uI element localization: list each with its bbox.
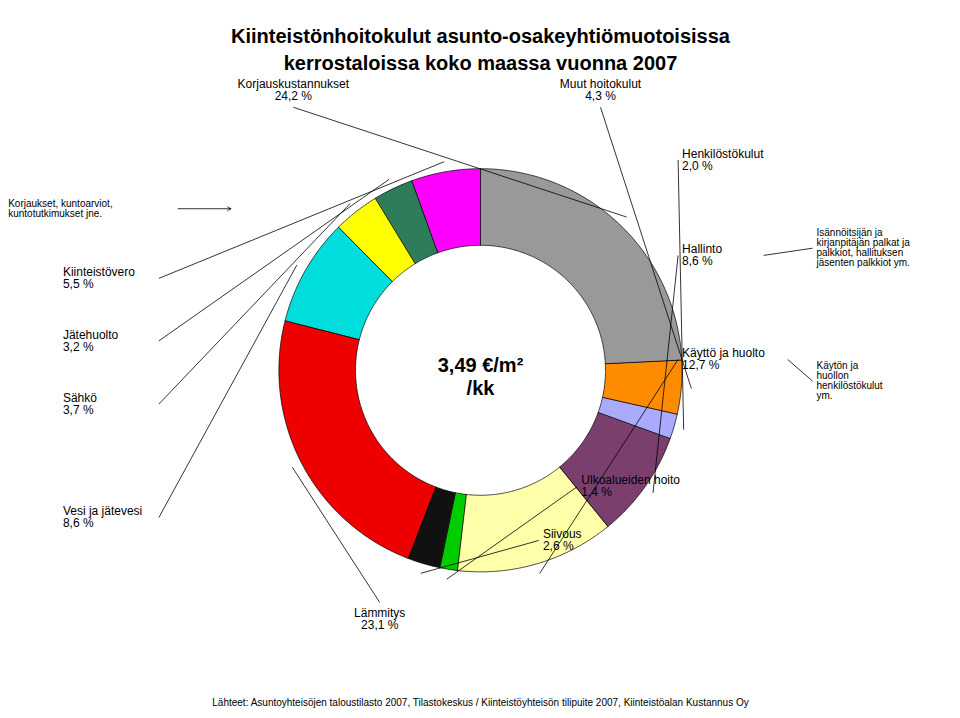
svg-text:Hallinto8,6 %: Hallinto8,6 % xyxy=(682,242,722,268)
svg-text:Sähkö3,7 %: Sähkö3,7 % xyxy=(63,391,97,417)
svg-text:Kiinteistönhoitokulut asunto-o: Kiinteistönhoitokulut asunto-osakeyhtiöm… xyxy=(231,25,731,74)
svg-text:Muut hoitokulut4,3 %: Muut hoitokulut4,3 % xyxy=(560,77,642,103)
svg-text:Käyttö ja huolto12,7 %: Käyttö ja huolto12,7 % xyxy=(682,346,765,372)
svg-text:Jätehuolto3,2 %: Jätehuolto3,2 % xyxy=(63,328,119,354)
svg-text:Siivous2,6 %: Siivous2,6 % xyxy=(543,527,582,553)
svg-text:Korjauskustannukset24,2 %: Korjauskustannukset24,2 % xyxy=(238,77,350,103)
svg-text:Isännöitsijän jakirjanpitäjän: Isännöitsijän jakirjanpitäjän palkat jap… xyxy=(816,227,911,268)
svg-text:Henkilöstökulut2,0 %: Henkilöstökulut2,0 % xyxy=(682,147,764,173)
svg-text:Vesi ja jätevesi8,6 %: Vesi ja jätevesi8,6 % xyxy=(63,504,142,530)
svg-text:Kiinteistövero5,5 %: Kiinteistövero5,5 % xyxy=(63,265,135,291)
svg-text:Korjaukset, kuntoarviot,kuntot: Korjaukset, kuntoarviot,kuntotutkimukset… xyxy=(8,198,113,219)
svg-text:Lämmitys23,1 %: Lämmitys23,1 % xyxy=(354,606,405,632)
svg-text:Ulkoalueiden hoito1,4 %: Ulkoalueiden hoito1,4 % xyxy=(581,473,680,499)
svg-text:Käytön jahuollonhenkilöstökulu: Käytön jahuollonhenkilöstökulutym. xyxy=(817,360,883,401)
svg-text:3,49 €/m²/kk: 3,49 €/m²/kk xyxy=(438,354,524,399)
svg-text:Lähteet: Asuntoyhteisöjen talo: Lähteet: Asuntoyhteisöjen taloustilasto … xyxy=(212,697,748,708)
